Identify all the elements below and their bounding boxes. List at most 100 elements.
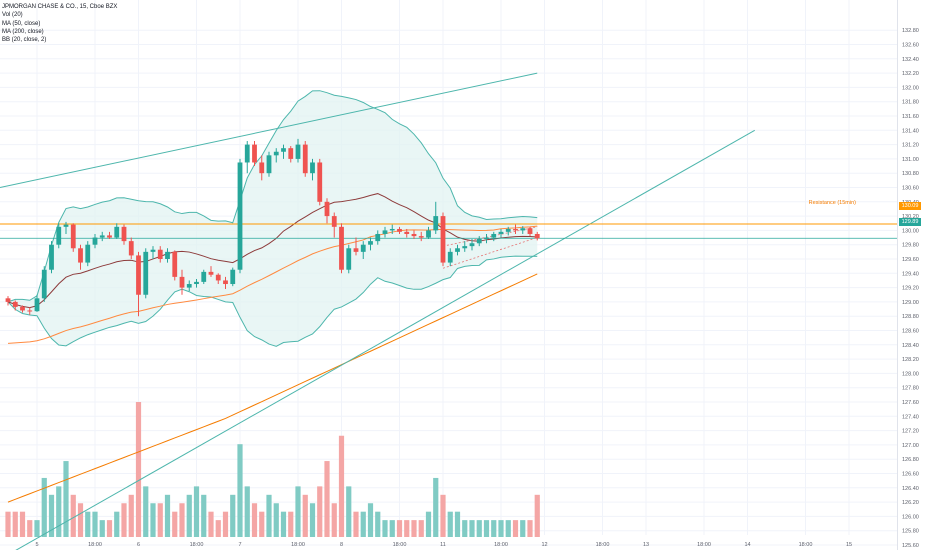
price-axis[interactable]: 125.60 125.80 126.00 126.20 126.40 126.60 126.… — [897, 0, 932, 550]
bollinger-basis — [7, 193, 538, 309]
price-tick-label: 132.40 — [902, 57, 919, 63]
candle-body — [107, 235, 112, 238]
volume-bar — [251, 503, 258, 537]
volume-bar — [12, 511, 18, 537]
candle-body — [99, 235, 105, 238]
x-axis: 5 18:00 6 18:00 7 18:00 8 18:00 11 18:00 12 18:00 13… — [35, 542, 852, 548]
price-tick-label: 132.00 — [902, 85, 919, 91]
candle-body — [230, 269, 236, 285]
lower-channel-line — [6, 129, 755, 555]
volume-bar — [266, 494, 272, 537]
time-tick-label: 18:00 — [494, 542, 508, 548]
volume-bar — [208, 511, 214, 537]
volume-bar — [56, 486, 62, 537]
candle-body — [404, 231, 410, 234]
candle-body — [165, 251, 170, 259]
price-tick-label: 132.60 — [902, 43, 919, 49]
volume-bar — [288, 511, 294, 537]
time-tick-label: 15 — [846, 542, 852, 548]
volume-bar — [143, 486, 149, 537]
price-tick-label: 127.60 — [902, 400, 919, 406]
resistance-label: Resistance (15min) — [808, 200, 856, 206]
volume-bar — [85, 511, 91, 537]
volume-bar — [309, 503, 316, 537]
time-tick-label: 12 — [541, 542, 547, 548]
price-tick-label: 126.60 — [902, 472, 919, 478]
price-tick-label: 125.80 — [902, 529, 919, 535]
volume-bar — [520, 520, 526, 537]
candle-body — [324, 201, 330, 217]
candle-body — [49, 244, 54, 270]
candle-body — [41, 269, 47, 299]
candle-body — [237, 162, 243, 270]
volume-bar — [367, 503, 374, 537]
volume-bar — [360, 511, 366, 537]
volume-bar — [179, 503, 185, 537]
price-tick-label: 130.20 — [902, 214, 919, 220]
volume-bar — [483, 520, 490, 537]
bollinger-upper — [7, 90, 538, 303]
time-tick-label: 14 — [744, 542, 750, 548]
volume-bar — [41, 477, 47, 537]
volume-bar — [454, 511, 461, 537]
time-tick-label: 6 — [137, 542, 140, 548]
volume-bar — [135, 402, 142, 537]
volume-bar — [157, 503, 163, 537]
candle-body — [78, 248, 83, 263]
trendline-layer — [0, 72, 897, 555]
indicator-ma200[interactable]: MA (200, close) — [2, 28, 44, 35]
indicator-ma50[interactable]: MA (50, close) — [2, 20, 41, 27]
indicator-bollinger[interactable]: BB (20, close, 2) — [2, 37, 47, 44]
price-tick-label: 125.60 — [902, 543, 919, 549]
price-tick-label: 129.00 — [902, 300, 919, 306]
volume-bar — [128, 494, 134, 537]
candle-body — [469, 243, 475, 247]
candle-body — [418, 236, 424, 238]
time-tick-label: 18:00 — [393, 542, 407, 548]
candle-body — [498, 231, 504, 234]
volume-bar — [92, 511, 98, 537]
candle-body — [194, 281, 199, 285]
candle-body — [310, 162, 315, 174]
candle-body — [534, 233, 540, 239]
volume-bar — [222, 511, 229, 537]
volume-bar — [498, 520, 504, 537]
candle-body — [505, 228, 511, 232]
candle-body — [513, 228, 518, 231]
volume-bar — [324, 461, 330, 537]
volume-bar — [19, 511, 26, 537]
candle-body — [92, 237, 98, 245]
symbol-title[interactable]: JPMORGAN CHASE & CO., 15, Cboe BZX — [2, 4, 118, 10]
candle-body — [273, 151, 279, 156]
price-tick-label: 128.80 — [902, 314, 919, 320]
price-tick-label: 128.60 — [902, 329, 919, 335]
candle-body — [440, 216, 446, 263]
candle-body — [331, 216, 337, 227]
candle-body — [389, 228, 395, 231]
candle-body — [346, 248, 352, 270]
candle-body — [85, 244, 91, 263]
volume-bar — [440, 494, 446, 537]
price-tick-label: 127.40 — [902, 414, 919, 420]
candle-body — [56, 226, 62, 245]
volume-bar — [353, 511, 359, 537]
volume-bar — [476, 520, 482, 537]
candle-body — [63, 224, 69, 227]
volume-bar — [63, 461, 69, 537]
upper-channel-line — [0, 72, 538, 188]
candle-body — [121, 226, 127, 242]
volume-bar — [302, 494, 308, 537]
candle-body — [476, 238, 482, 244]
volume-bar — [338, 435, 345, 537]
price-tick-label: 130.00 — [902, 228, 919, 234]
candle-body — [252, 144, 257, 163]
resistance-price-tag: 130.09 — [899, 202, 921, 210]
price-axis-svg: 125.60 125.80 126.00 126.20 126.40 126.60 126.… — [902, 28, 919, 549]
candle-body — [34, 298, 40, 312]
candle-body — [208, 271, 214, 275]
price-tick-label: 127.80 — [902, 386, 919, 392]
indicator-volume[interactable]: Vol (20) — [2, 12, 23, 19]
candle-body — [375, 233, 381, 242]
